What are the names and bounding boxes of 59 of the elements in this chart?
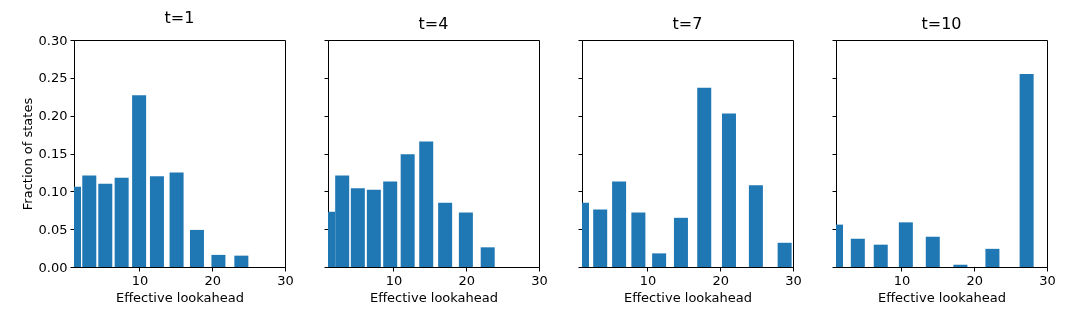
x-axis-title: Effective lookahead [115, 289, 245, 305]
x-tick-label: 20 [966, 272, 984, 288]
x-tick-label: 30 [531, 272, 548, 288]
bar [748, 185, 763, 267]
bar [458, 212, 473, 267]
x-tick-label: 10 [131, 272, 149, 288]
x-tick-label: 20 [458, 272, 476, 288]
x-tick-label: 30 [277, 272, 294, 288]
bar [925, 236, 940, 267]
y-tick-label: 0.20 [38, 108, 68, 124]
y-tick-label: 0.10 [38, 183, 68, 199]
bar [234, 255, 249, 267]
bar [850, 238, 865, 267]
x-axis-title: Effective lookahead [623, 289, 753, 305]
chart-title: t=4 [418, 13, 449, 33]
x-tick-label: 20 [204, 272, 222, 288]
chart-title: t=10 [921, 13, 962, 33]
bar [400, 154, 415, 267]
chart-title: t=7 [672, 13, 703, 33]
bar [898, 222, 913, 267]
bar [169, 172, 184, 267]
bar [873, 244, 888, 267]
bar [350, 188, 365, 267]
x-tick-label: 30 [1039, 272, 1056, 288]
bar [114, 177, 129, 267]
y-tick-label: 0.25 [38, 70, 68, 86]
bar [985, 248, 1000, 267]
bar [366, 189, 381, 267]
bar [721, 113, 736, 267]
bar [438, 202, 453, 267]
y-tick-label: 0.15 [38, 146, 68, 161]
chart-title: t=1 [164, 8, 195, 27]
x-axis-title: Effective lookahead [877, 289, 1007, 305]
x-tick-label: 20 [712, 272, 730, 288]
bar [189, 229, 204, 267]
bar [480, 247, 495, 267]
y-tick-label: 0.05 [38, 221, 68, 237]
x-axis-title: Effective lookahead [369, 289, 499, 305]
x-tick-label: 10 [893, 272, 911, 288]
y-tick-label: 0.00 [38, 259, 68, 275]
bar [132, 95, 147, 267]
bar [652, 253, 667, 267]
bar [211, 254, 226, 267]
bar [593, 209, 608, 267]
x-tick-label: 10 [639, 272, 657, 288]
y-axis-title: Fraction of states [19, 97, 35, 211]
bar [149, 176, 164, 267]
bar [419, 141, 434, 267]
x-tick-label: 10 [385, 272, 403, 288]
x-tick-label: 30 [785, 272, 802, 288]
bar [673, 217, 688, 267]
bar [383, 181, 398, 267]
bar [1019, 74, 1034, 267]
bar [98, 183, 113, 267]
bar [777, 242, 792, 267]
bar [697, 87, 712, 267]
bar [612, 181, 627, 267]
bar [631, 212, 646, 267]
y-tick-label: 0.30 [38, 32, 68, 48]
